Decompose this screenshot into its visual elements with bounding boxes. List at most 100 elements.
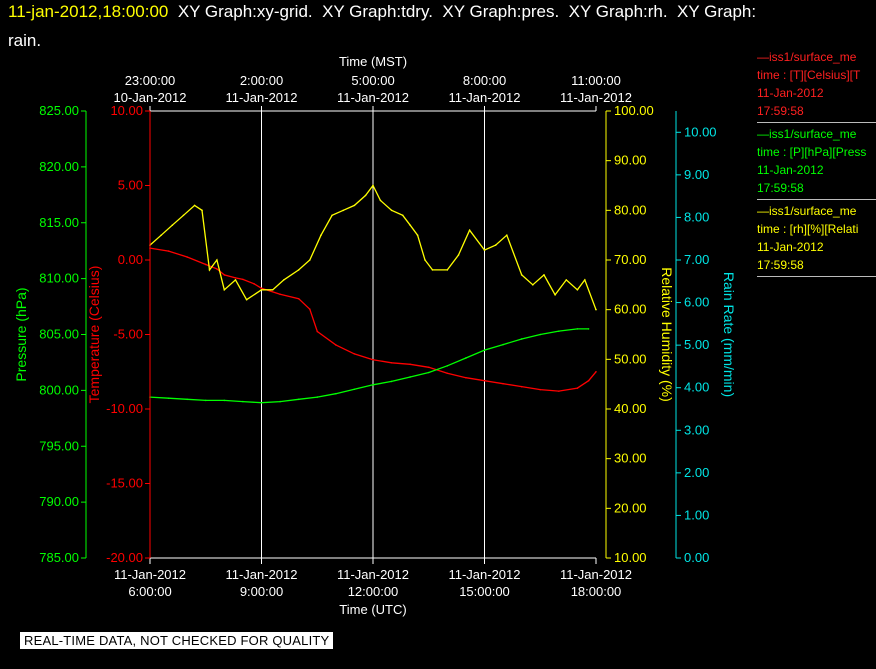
x-top-tick-time: 23:00:00 xyxy=(125,73,176,88)
rh-data-point xyxy=(457,254,460,256)
rh-data-point xyxy=(446,269,449,271)
temperature-data-point xyxy=(409,363,411,366)
temperature-tick-label: -5.00 xyxy=(113,327,143,342)
temperature-tick-label: -15.00 xyxy=(106,476,143,491)
temperature-tick-label: -20.00 xyxy=(106,550,143,565)
temperature-series-line xyxy=(149,247,597,392)
pressure-data-point xyxy=(427,371,430,374)
pressure-series-line xyxy=(149,328,589,404)
humidity-axis-label: Relative Humidity (%) xyxy=(659,267,675,402)
pressure-tick-label: 820.00 xyxy=(39,159,79,174)
rh-data-point xyxy=(424,259,426,261)
x-bottom-tick-date: 11-Jan-2012 xyxy=(114,567,186,582)
rh-data-point xyxy=(245,298,248,301)
rh-data-point xyxy=(390,209,393,212)
pressure-data-point xyxy=(279,400,281,403)
rh-data-point xyxy=(520,274,523,276)
temperature-data-point xyxy=(279,293,281,296)
temperature-tick-label: 5.00 xyxy=(118,178,143,193)
temperature-data-point xyxy=(372,359,374,361)
rh-data-point xyxy=(379,199,382,202)
pressure-tick-label: 815.00 xyxy=(39,215,79,230)
rain-rate-tick-label: 10.00 xyxy=(684,124,717,139)
legend-entry-line: time : [rh][%][Relati xyxy=(757,222,859,236)
legend-entry: —iss1/surface_me time : [T][Celsius][T 11-… xyxy=(757,48,876,123)
rh-data-point xyxy=(416,234,419,236)
temperature-data-point xyxy=(595,370,597,373)
temperature-data-point xyxy=(502,382,504,385)
x-top-tick-time: 11:00:00 xyxy=(571,73,621,88)
rain-rate-tick-label: 9.00 xyxy=(684,167,709,182)
pressure-data-point xyxy=(335,392,337,395)
rh-data-point xyxy=(208,269,211,271)
graph-title: 11-jan-2012,18:00:00 XY Graph:xy-grid. X… xyxy=(8,2,756,22)
legend-entry-line: 17:59:58 xyxy=(757,258,804,272)
pressure-data-point xyxy=(539,333,542,336)
humidity-tick-label: 60.00 xyxy=(614,302,647,317)
temperature-data-point xyxy=(465,376,467,379)
temperature-data-point xyxy=(216,268,218,270)
pressure-data-point xyxy=(167,397,170,399)
temperature-data-point xyxy=(167,250,170,252)
temperature-data-point xyxy=(427,366,430,369)
rh-data-point xyxy=(364,194,367,197)
rh-data-point xyxy=(283,279,285,281)
temperature-data-point xyxy=(558,390,560,392)
pressure-data-point xyxy=(316,396,319,398)
x-top-tick-date: 11-Jan-2012 xyxy=(337,90,409,105)
temperature-data-point xyxy=(234,277,237,279)
rh-data-point xyxy=(409,224,411,227)
temperature-data-point xyxy=(576,387,579,389)
x-top-tick-time: 5:00:00 xyxy=(351,73,394,88)
x-bottom-tick-time: 12:00:00 xyxy=(348,584,399,599)
rh-data-point xyxy=(223,289,226,291)
rh-data-point xyxy=(431,269,434,271)
rh-data-point xyxy=(494,244,497,246)
x-bottom-tick-time: 9:00:00 xyxy=(240,584,283,599)
pressure-data-point xyxy=(390,380,393,383)
x-bottom-tick-date: 11-Jan-2012 xyxy=(448,567,520,582)
graph-title-continued: rain. xyxy=(8,31,42,50)
rh-data-point xyxy=(483,249,486,251)
x-top-axis-label: Time (MST) xyxy=(339,54,407,69)
rh-data-point xyxy=(271,289,274,291)
rh-data-point xyxy=(342,209,345,212)
temperature-data-point xyxy=(223,274,226,276)
humidity-tick-label: 50.00 xyxy=(614,351,647,366)
temperature-data-point xyxy=(309,308,311,310)
rh-data-point xyxy=(193,204,196,207)
x-top-tick-date: 11-Jan-2012 xyxy=(225,90,297,105)
humidity-tick-label: 30.00 xyxy=(614,451,647,466)
pressure-tick-label: 810.00 xyxy=(39,271,79,286)
temperature-tick-label: 10.00 xyxy=(110,103,143,118)
temperature-data-point xyxy=(520,385,523,388)
temperature-data-point xyxy=(390,362,393,364)
legend-entry-line: 11-Jan-2012 xyxy=(757,240,824,254)
pressure-data-point xyxy=(558,330,560,332)
rain-rate-axis-label: Rain Rate (mm/min) xyxy=(721,272,737,397)
rh-data-point xyxy=(171,224,174,227)
temperature-data-point xyxy=(446,372,449,375)
pressure-data-point xyxy=(520,338,523,340)
pressure-axis-label: Pressure (hPa) xyxy=(13,287,29,381)
pressure-data-point xyxy=(242,400,244,403)
rain-rate-tick-label: 6.00 xyxy=(684,295,709,310)
pressure-data-point xyxy=(186,398,188,401)
legend-entry-line: —iss1/surface_me xyxy=(757,204,857,218)
series-lines xyxy=(149,184,597,404)
rain-rate-tick-label: 2.00 xyxy=(684,465,709,480)
pressure-data-point xyxy=(465,357,467,359)
temperature-tick-label: -10.00 xyxy=(106,401,143,416)
temperature-data-point xyxy=(353,353,356,355)
rain-rate-tick-label: 7.00 xyxy=(684,252,709,267)
title-graphs: XY Graph:xy-grid. XY Graph:tdry. XY Grap… xyxy=(168,2,757,21)
x-top-tick-date: 11-Jan-2012 xyxy=(448,90,520,105)
x-bottom-tick-time: 18:00:00 xyxy=(571,584,622,599)
legend-entry-line: —iss1/surface_me xyxy=(757,127,857,141)
pressure-tick-label: 795.00 xyxy=(39,438,79,453)
temperature-data-point xyxy=(186,256,188,258)
pressure-data-point xyxy=(483,349,486,351)
rain-rate-tick-label: 4.00 xyxy=(684,380,709,395)
x-bottom-axis-label: Time (UTC) xyxy=(339,602,406,617)
